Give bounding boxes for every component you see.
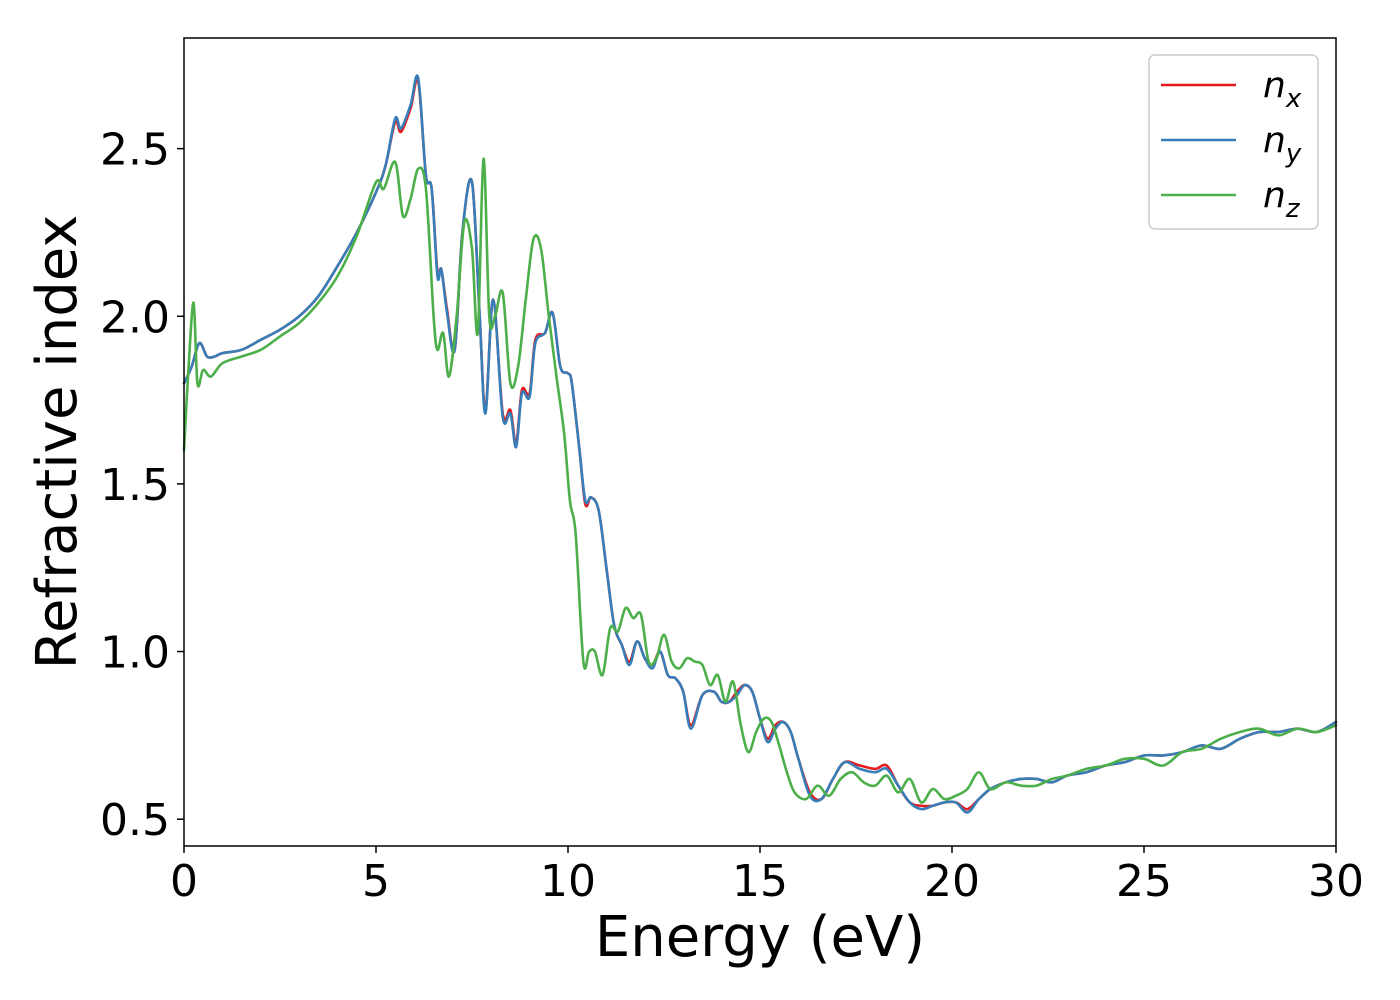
x-tick-label: 30 [1308,856,1364,907]
legend-label-z: nz [1263,175,1301,224]
legend-label-x: nx [1263,65,1302,114]
x-axis-ticks: 0 5 10 15 20 25 30 [170,846,1364,907]
legend: nx ny nz [1148,54,1319,230]
y-tick-label: 2.0 [100,292,170,343]
x-tick-label: 20 [924,856,980,907]
x-tick-label: 5 [362,856,390,907]
x-axis-label: Energy (eV) [595,905,925,970]
x-tick-label: 15 [732,856,788,907]
series-layer [182,74,1338,814]
y-tick-label: 1.5 [100,460,170,511]
y-axis-ticks: 0.5 1.0 1.5 2.0 2.5 [100,125,184,846]
legend-box [1148,54,1319,230]
x-tick-label: 10 [540,856,596,907]
legend-label-y: ny [1263,120,1302,169]
y-tick-label: 0.5 [100,795,170,846]
series-line-z [182,157,1338,804]
y-axis-label: Refractive index [25,215,90,670]
y-tick-label: 2.5 [100,125,170,176]
x-tick-label: 0 [170,856,198,907]
x-tick-label: 25 [1116,856,1172,907]
y-tick-label: 1.0 [100,628,170,679]
